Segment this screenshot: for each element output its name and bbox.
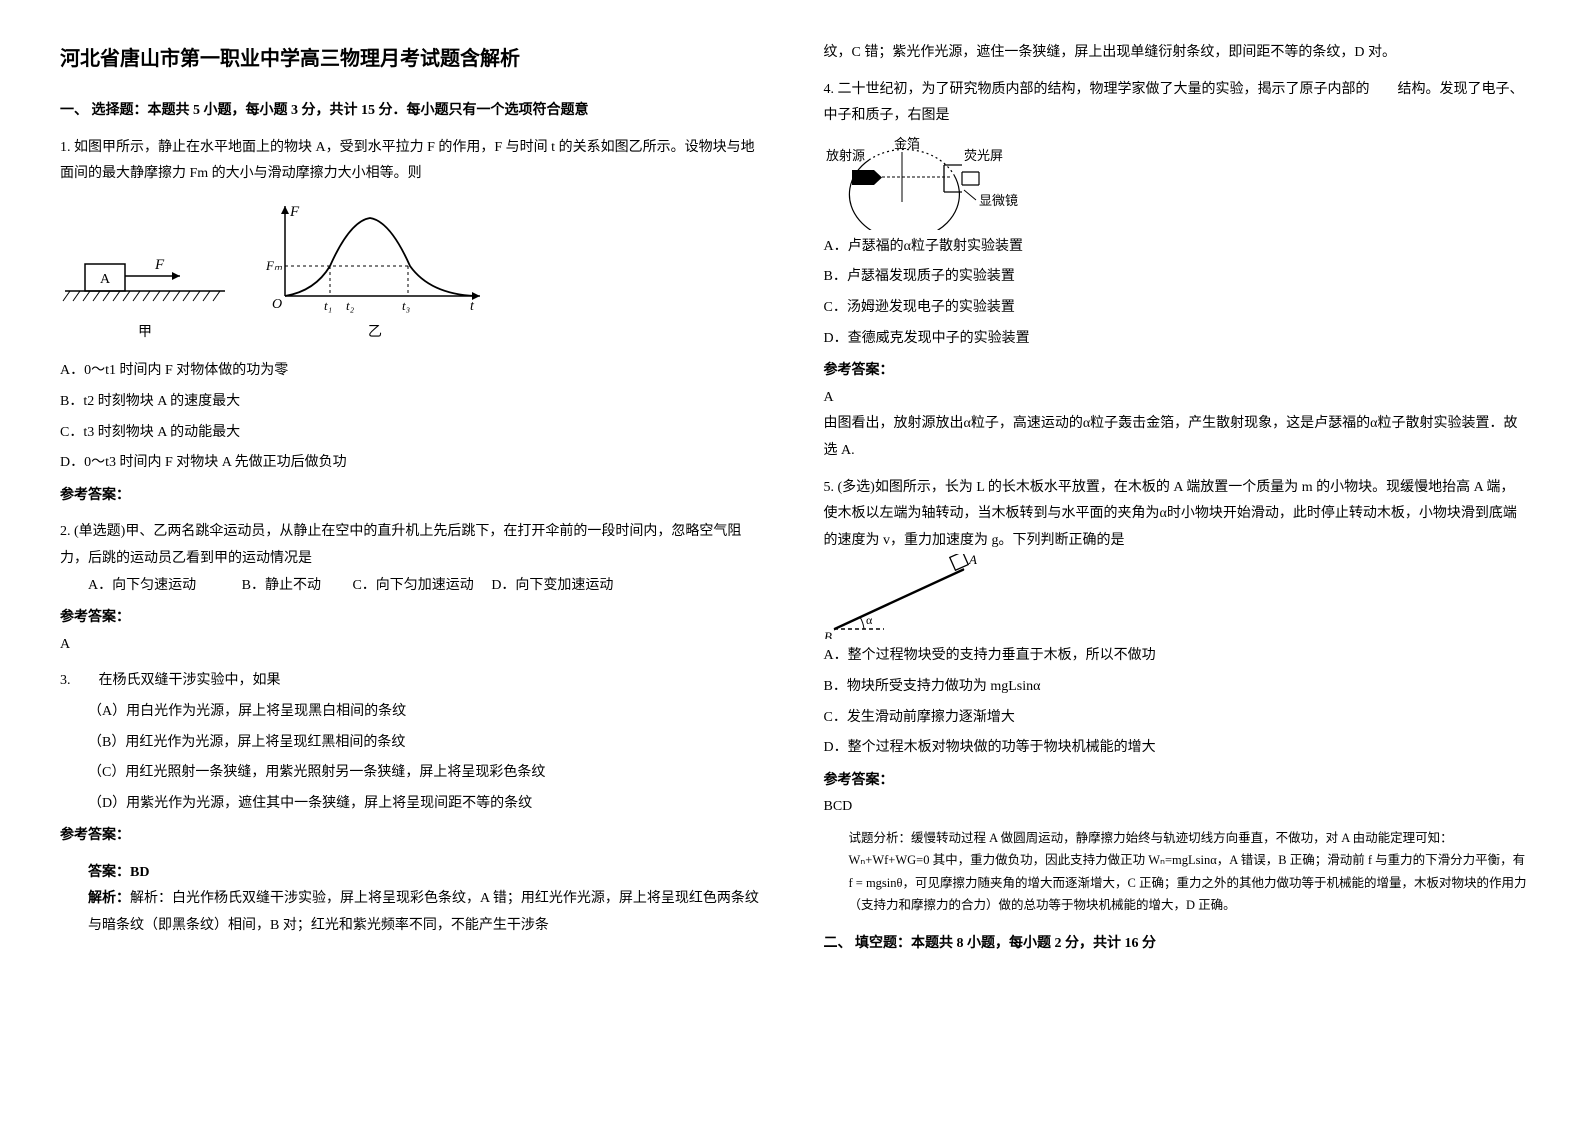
q1-t1: t₁	[324, 298, 332, 313]
q1-force-F-label: F	[154, 257, 165, 273]
q1-optA: A．0～t1 时间内 F 对物体做的功为零	[60, 358, 764, 385]
q1-t-axis: t	[470, 299, 475, 314]
q1-stem: 1. 如图甲所示，静止在水平地面上的物块 A，受到水平拉力 F 的作用，F 与时…	[60, 135, 764, 188]
q2-optA: A．向下匀速运动	[88, 578, 196, 593]
q4-screen-label: 荧光屏	[964, 148, 1003, 163]
q1-fig-jia-caption: 甲	[60, 320, 230, 347]
q1-origin: O	[272, 297, 282, 312]
q1-answer-label: 参考答案：	[60, 483, 764, 510]
svg-text:α: α	[866, 613, 873, 627]
q1-F-axis: F	[289, 204, 300, 220]
q1-t2: t₂	[346, 298, 355, 313]
q1-fig-jia-svg: A F	[60, 236, 230, 316]
question-5: 5. (多选)如图所示，长为 L 的长木板水平放置，在木板的 A 端放置一个质量…	[824, 475, 1528, 917]
question-4: 4. 二十世纪初，为了研究物质内部的结构，物理学家做了大量的实验，揭示了原子内部…	[824, 77, 1528, 465]
q1-figures: A F 甲 F Fₘ	[60, 196, 764, 347]
q1-fig-yi-svg: F Fₘ O t₁ t₂ t₃ t	[260, 196, 490, 316]
q1-fig-yi-caption: 乙	[260, 320, 490, 347]
q4-optD: D．查德威克发现中子的实验装置	[824, 326, 1528, 353]
q4-optB: B．卢瑟福发现质子的实验装置	[824, 264, 1528, 291]
q2-options: A．向下匀速运动 B．静止不动 C．向下匀加速运动 D．向下变加速运动	[60, 573, 764, 600]
q4-src-label: 放射源	[826, 148, 865, 163]
page-title: 河北省唐山市第一职业中学高三物理月考试题含解析	[60, 40, 764, 78]
q5-optD: D．整个过程木板对物块做的功等于物块机械能的增大	[824, 735, 1528, 762]
q1-optB: B．t2 时刻物块 A 的速度最大	[60, 389, 764, 416]
q2-answer-label: 参考答案：	[60, 605, 764, 632]
q3-options: （A）用白光作为光源，屏上将呈现黑白相间的条纹 （B）用红光作为光源，屏上将呈现…	[60, 699, 764, 817]
q3-cont: 纹，C 错；紫光作光源，遮住一条狭缝，屏上出现单缝衍射条纹，即间距不等的条纹，D…	[824, 40, 1528, 67]
q3-explain-text: 解析：白光作杨氏双缝干涉实验，屏上将呈现彩色条纹，A 错；用红光作光源，屏上将呈…	[88, 891, 759, 933]
q4-stem: 4. 二十世纪初，为了研究物质内部的结构，物理学家做了大量的实验，揭示了原子内部…	[824, 77, 1528, 130]
question-2: 2. (单选题)甲、乙两名跳伞运动员，从静止在空中的直升机上先后跳下，在打开伞前…	[60, 519, 764, 658]
q4-scope-label: 显微镜	[979, 193, 1018, 208]
q1-fig-yi: F Fₘ O t₁ t₂ t₃ t 乙	[260, 196, 490, 347]
q5-explain: 试题分析：缓慢转动过程 A 做圆周运动，静摩擦力始终与轨迹切线方向垂直，不做功，…	[824, 827, 1528, 917]
q2-optD: D．向下变加速运动	[491, 578, 613, 593]
q4-answer: A	[824, 385, 1528, 412]
q5-optC: C．发生滑动前摩擦力逐渐增大	[824, 705, 1528, 732]
q3-answer-label: 参考答案：	[60, 823, 764, 850]
q5-A-label: A	[968, 554, 977, 567]
q5-optA: A．整个过程物块受的支持力垂直于木板，所以不做功	[824, 643, 1528, 670]
q3-optD: （D）用紫光作为光源，遮住其中一条狭缝，屏上将呈现间距不等的条纹	[88, 791, 764, 818]
q1-optD: D．0～t3 时间内 F 对物块 A 先做正功后做负功	[60, 450, 764, 477]
q3-answer-line: 答案：BD	[60, 860, 764, 887]
q2-optB: B．静止不动	[242, 578, 321, 593]
q2-stem: 2. (单选题)甲、乙两名跳伞运动员，从静止在空中的直升机上先后跳下，在打开伞前…	[60, 519, 764, 572]
q3-stem: 3. 在杨氏双缝干涉实验中，如果	[60, 668, 764, 695]
q1-fig-jia: A F 甲	[60, 236, 230, 347]
q3-optC: （C）用红光照射一条狭缝，用紫光照射另一条狭缝，屏上将呈现彩色条纹	[88, 760, 764, 787]
q3-optA: （A）用白光作为光源，屏上将呈现黑白相间的条纹	[88, 699, 764, 726]
q1-optC: C．t3 时刻物块 A 的动能最大	[60, 420, 764, 447]
right-column: 纹，C 错；紫光作光源，遮住一条狭缝，屏上出现单缝衍射条纹，即间距不等的条纹，D…	[824, 40, 1528, 967]
q4-optA: A．卢瑟福的α粒子散射实验装置	[824, 234, 1528, 261]
q3-explain: 解析：解析：白光作杨氏双缝干涉实验，屏上将呈现彩色条纹，A 错；用红光作光源，屏…	[60, 886, 764, 939]
section-1-head: 一、 选择题：本题共 5 小题，每小题 3 分，共计 15 分．每小题只有一个选…	[60, 98, 764, 125]
q4-answer-label: 参考答案：	[824, 358, 1528, 385]
q1-t3: t₃	[402, 298, 410, 313]
q1-Fm-label: Fₘ	[265, 258, 283, 273]
q5-answer: BCD	[824, 794, 1528, 821]
q3-optB: （B）用红光作为光源，屏上将呈现红黑相间的条纹	[88, 730, 764, 757]
q4-optC: C．汤姆逊发现电子的实验装置	[824, 295, 1528, 322]
q5-answer-label: 参考答案：	[824, 768, 1528, 795]
left-column: 河北省唐山市第一职业中学高三物理月考试题含解析 一、 选择题：本题共 5 小题，…	[60, 40, 764, 967]
q2-optC: C．向下匀加速运动	[352, 578, 473, 593]
q4-explain: 由图看出，放射源放出α粒子，高速运动的α粒子轰击金箔，产生散射现象，这是卢瑟福的…	[824, 411, 1528, 464]
q5-optB: B．物块所受支持力做功为 mgLsinα	[824, 674, 1528, 701]
question-3: 3. 在杨氏双缝干涉实验中，如果 （A）用白光作为光源，屏上将呈现黑白相间的条纹…	[60, 668, 764, 939]
question-1: 1. 如图甲所示，静止在水平地面上的物块 A，受到水平拉力 F 的作用，F 与时…	[60, 135, 764, 510]
q4-fig: 放射源 金箔 荧光屏 显微镜	[824, 130, 1034, 230]
q5-B-label: B	[824, 629, 832, 639]
q1-block-A-label: A	[100, 272, 111, 287]
q4-foil-label: 金箔	[894, 136, 920, 151]
section-2-head: 二、 填空题：本题共 8 小题，每小题 2 分，共计 16 分	[824, 931, 1528, 958]
q5-stem: 5. (多选)如图所示，长为 L 的长木板水平放置，在木板的 A 端放置一个质量…	[824, 475, 1528, 555]
q5-fig: A B α	[824, 554, 994, 639]
q2-answer: A	[60, 632, 764, 659]
